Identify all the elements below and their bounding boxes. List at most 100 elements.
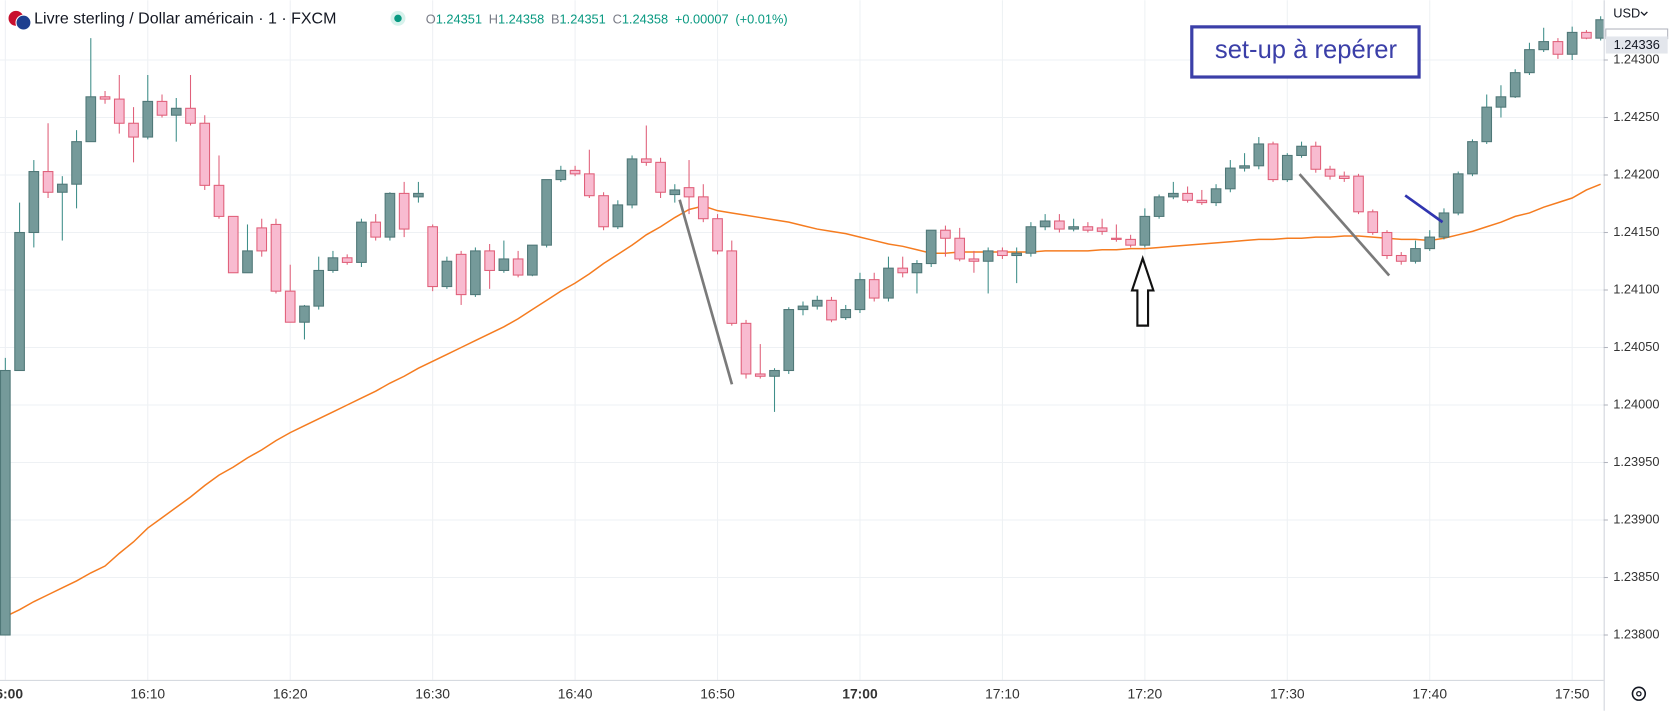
candle-body <box>28 171 40 234</box>
candle-body <box>99 96 111 100</box>
candle-body <box>555 169 567 181</box>
candle-body <box>56 183 68 193</box>
candle-body <box>227 215 239 274</box>
candle-body <box>1082 226 1094 231</box>
candle-body <box>726 250 738 324</box>
candle-body <box>1467 141 1478 175</box>
last-price-box <box>1605 36 1668 54</box>
trend-line[interactable] <box>1298 173 1391 277</box>
x-tick-label: 16:40 <box>558 685 593 701</box>
x-tick-label: 17:40 <box>1412 685 1447 701</box>
legend-value: 1.24358 <box>498 12 544 27</box>
moving-average <box>5 183 1601 618</box>
arrow[interactable] <box>1130 255 1155 327</box>
candle-body <box>142 100 154 138</box>
candle-body <box>683 187 695 198</box>
candle-body <box>754 373 766 377</box>
candle-body <box>868 279 880 299</box>
candle-body <box>527 244 538 276</box>
annotation-box[interactable] <box>1190 25 1421 79</box>
status-dot <box>394 14 402 23</box>
candle-body <box>783 309 795 372</box>
candle-body <box>897 267 909 274</box>
candle-body <box>1481 106 1493 143</box>
candle-body <box>1011 252 1022 257</box>
candle-body <box>1296 145 1307 156</box>
x-tick-label: 16:10 <box>130 685 165 701</box>
candle-body <box>1168 192 1179 198</box>
settings-icon[interactable] <box>1636 690 1642 697</box>
candle-body <box>313 269 325 307</box>
candle-body <box>156 100 168 116</box>
settings-icon[interactable] <box>1631 686 1647 701</box>
legend-value: 1.24351 <box>560 12 606 27</box>
candle-body <box>1324 168 1336 177</box>
x-tick-label: 17:30 <box>1270 685 1305 701</box>
candle-body <box>1367 211 1379 234</box>
candle-body <box>213 184 225 217</box>
settings-icon[interactable] <box>1631 686 1647 701</box>
candle-body <box>1438 212 1450 238</box>
y-tick-label: 1.24000 <box>1613 396 1659 411</box>
candle-body <box>1524 49 1535 74</box>
last-price: 1.24336 <box>1614 37 1660 52</box>
annotation: set-up à repérer <box>1215 36 1398 64</box>
y-tick-label: 1.24250 <box>1613 109 1659 124</box>
symbol-title[interactable]: Livre sterling / Dollar américain · 1 · … <box>34 11 336 28</box>
candle-body <box>584 173 595 197</box>
candle-body <box>1552 41 1564 55</box>
candle-body <box>427 226 438 288</box>
x-tick-label: 17:50 <box>1555 685 1590 701</box>
candle-body <box>840 309 852 319</box>
ohlc-legend: O1.24351 H1.24358 B1.24351 C1.24358 +0.0… <box>426 12 788 27</box>
candle-body <box>883 267 894 299</box>
candle-body <box>797 305 809 311</box>
candle-body <box>541 179 552 246</box>
trend-line[interactable] <box>1404 194 1444 224</box>
candle-body <box>299 305 310 323</box>
candle-body <box>484 250 495 271</box>
candle-body <box>1182 192 1193 201</box>
candle-body <box>925 229 937 265</box>
candle-body <box>1566 31 1578 55</box>
candle-body <box>1495 96 1507 108</box>
candle-body <box>1267 143 1279 181</box>
candle-body <box>1039 220 1051 228</box>
candle-body <box>997 250 1008 257</box>
currency[interactable]: USD <box>1613 5 1640 20</box>
candle-body <box>1224 167 1236 190</box>
x-tick-label: 17:10 <box>985 685 1020 701</box>
candle-body <box>982 250 994 262</box>
candle-body <box>14 231 25 372</box>
candle-body <box>170 107 182 116</box>
candle-body <box>1054 220 1065 230</box>
candle-body <box>1139 215 1151 246</box>
candle-body <box>740 322 752 375</box>
x-tick-label: 17:20 <box>1128 685 1163 701</box>
candle-body <box>1381 231 1393 257</box>
legend-change-pct: (+0.01%) <box>735 12 787 27</box>
candle-body <box>341 257 353 263</box>
candle-body <box>199 122 211 186</box>
candle-body <box>1153 196 1165 217</box>
candle-body <box>0 369 11 636</box>
y-tick-label: 1.24150 <box>1613 224 1659 239</box>
candle-body <box>256 227 268 252</box>
candle-body <box>413 192 424 198</box>
trend-line[interactable] <box>678 199 734 385</box>
x-tick-label: 16:50 <box>700 685 735 701</box>
candle-body <box>370 221 382 238</box>
candle-body <box>854 279 866 311</box>
candle-body <box>1111 237 1122 240</box>
candle-body <box>640 158 652 163</box>
candle-body <box>512 258 524 276</box>
y-tick-label: 1.23900 <box>1613 511 1659 526</box>
y-tick-label: 1.23950 <box>1613 454 1659 469</box>
candle-body <box>1581 31 1592 39</box>
y-tick-label: 1.23850 <box>1613 569 1659 584</box>
candle-body <box>1239 165 1250 169</box>
x-tick-label: 17:00 <box>842 685 878 701</box>
candle-body <box>1452 173 1464 214</box>
